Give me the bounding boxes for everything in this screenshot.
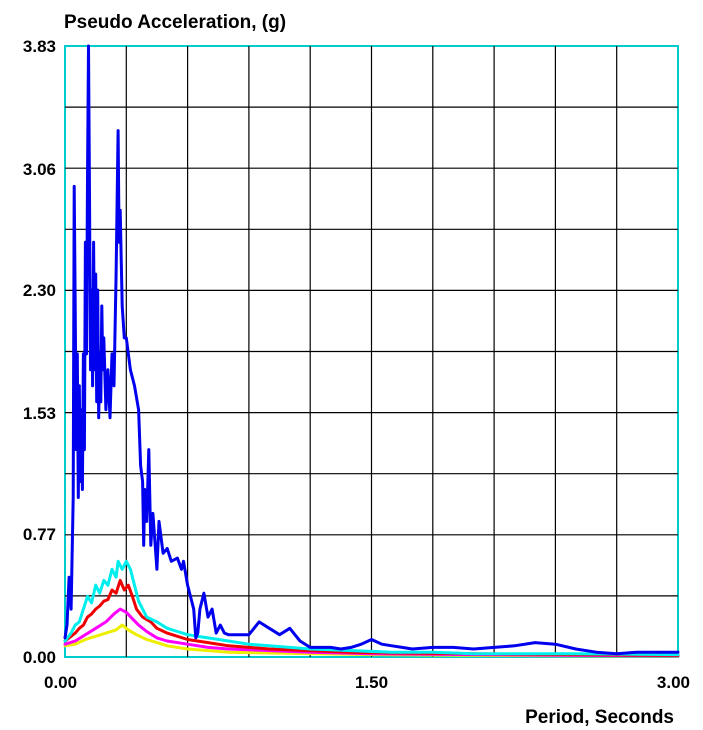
series-layer xyxy=(63,44,680,658)
grid-lines xyxy=(65,46,678,657)
x-tick-labels: 0.00 1.50 3.00 xyxy=(44,673,690,692)
series-line-3 xyxy=(63,578,680,657)
x-tick-label: 1.50 xyxy=(355,673,388,692)
y-tick-label: 2.30 xyxy=(23,281,56,300)
series-line-2 xyxy=(63,559,680,657)
y-tick-label: 3.06 xyxy=(23,160,56,179)
y-tick-label: 0.00 xyxy=(23,648,56,667)
y-axis-title: Pseudo Acceleration, (g) xyxy=(64,12,286,33)
y-tick-labels: 0.00 0.77 1.53 2.30 3.06 3.83 xyxy=(23,37,56,667)
y-tick-label: 1.53 xyxy=(23,404,56,423)
series-line-1 xyxy=(63,44,680,656)
x-tick-label: 0.00 xyxy=(44,673,77,692)
y-tick-label: 3.83 xyxy=(23,37,56,56)
y-tick-label: 0.77 xyxy=(23,525,56,544)
x-tick-label: 3.00 xyxy=(657,673,690,692)
x-axis-title: Period, Seconds xyxy=(525,707,674,728)
